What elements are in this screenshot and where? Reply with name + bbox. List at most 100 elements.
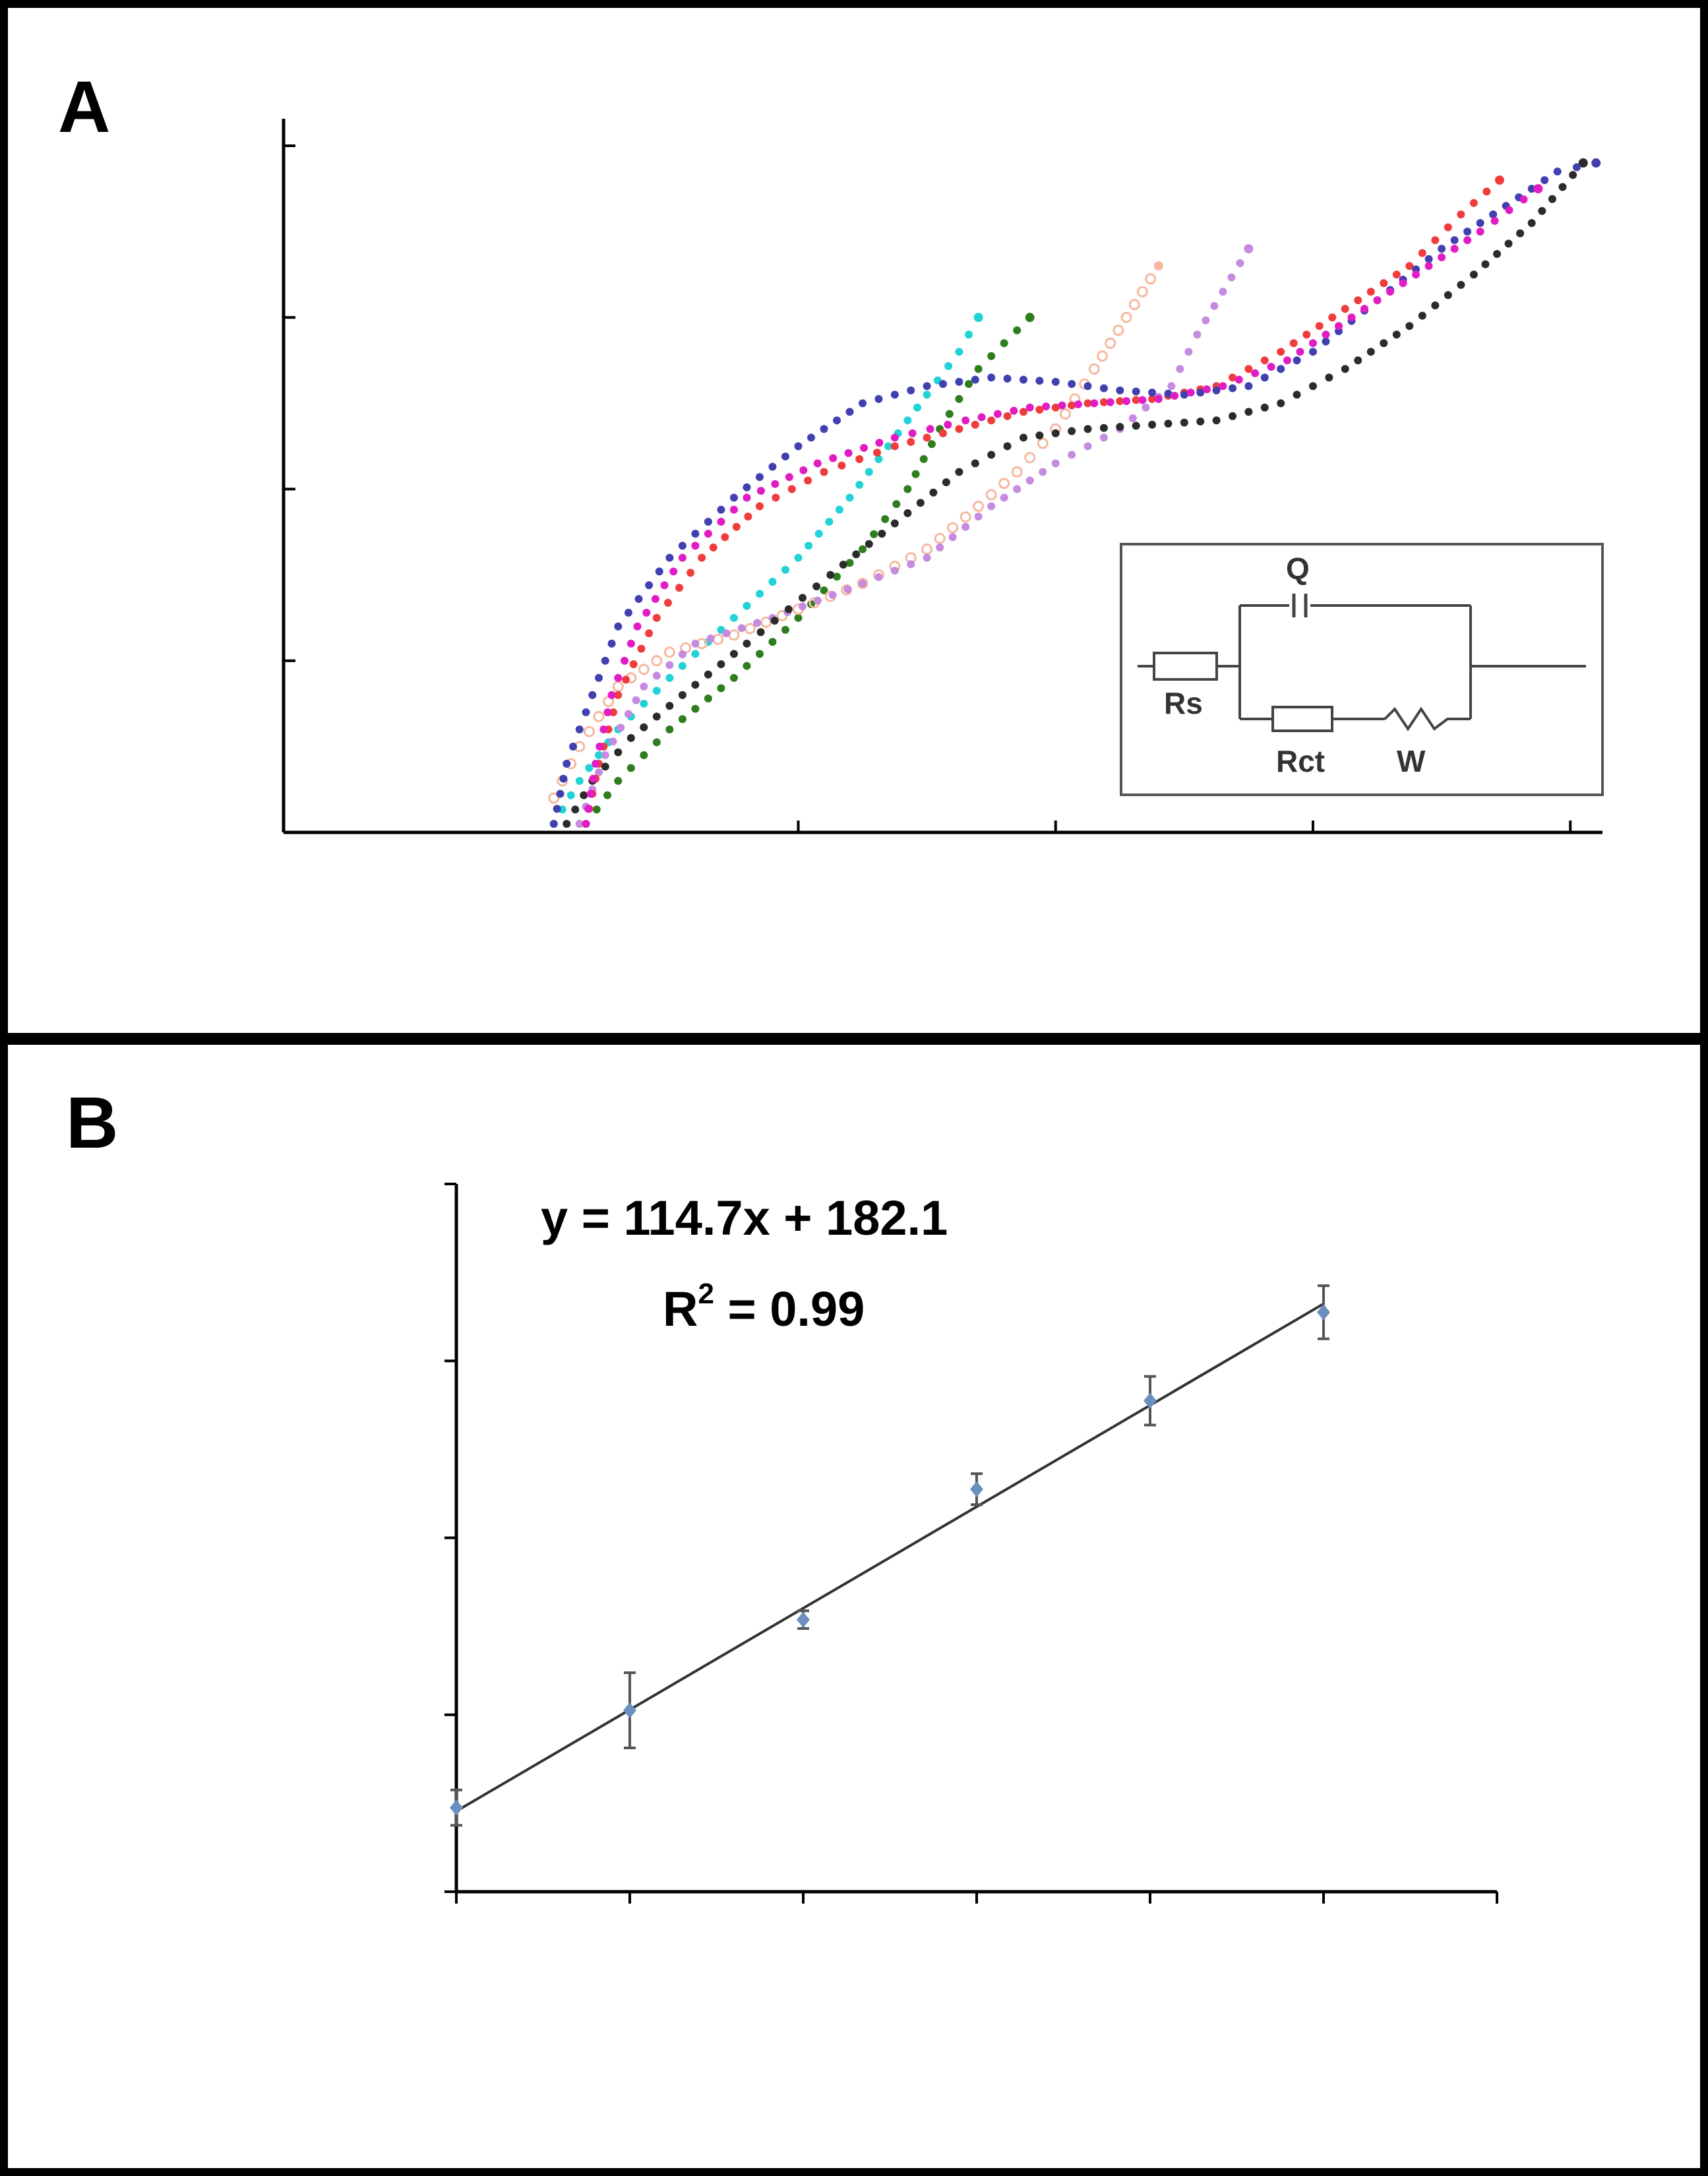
data-point: [820, 468, 828, 476]
data-point: [852, 550, 861, 559]
panel-a-series: [548, 158, 1601, 828]
data-point: [787, 485, 796, 493]
data-point: [1000, 339, 1008, 348]
data-point: [1457, 210, 1465, 219]
data-point: [1000, 493, 1008, 502]
data-point: [737, 624, 746, 633]
data-point: [911, 470, 920, 478]
data-point: [1347, 313, 1356, 322]
data-point: [652, 687, 661, 695]
data-point: [721, 533, 729, 542]
data-point: [1180, 390, 1188, 399]
data-point: [1293, 390, 1301, 399]
data-point: [1132, 387, 1140, 396]
data-point: [768, 578, 777, 586]
data-point: [1431, 236, 1440, 245]
data-point: [729, 673, 738, 682]
data-point: [1328, 313, 1337, 322]
data-point: [753, 619, 762, 627]
data-point: [756, 487, 765, 495]
data-point: [755, 502, 764, 511]
data-point: [1578, 158, 1588, 168]
data-point: [704, 517, 712, 526]
data-point: [743, 639, 751, 648]
data-point: [1325, 373, 1333, 382]
data-point: [1051, 403, 1060, 412]
data-point: [1386, 288, 1395, 296]
data-point: [1236, 259, 1244, 267]
data-point: [640, 751, 648, 759]
data-point: [1145, 273, 1157, 285]
data-point: [1277, 399, 1285, 408]
data-point: [1354, 296, 1362, 305]
data-point: [1469, 270, 1478, 279]
data-point: [1405, 262, 1414, 270]
data-point: [1167, 382, 1176, 390]
w-label: W: [1397, 744, 1426, 778]
data-point: [874, 573, 883, 581]
data-point: [961, 416, 970, 425]
data-point: [855, 454, 864, 463]
data-point: [1035, 377, 1044, 385]
data-point: [1219, 288, 1227, 296]
data-point: [1229, 412, 1237, 420]
data-point: [942, 478, 950, 487]
data-point: [1019, 408, 1027, 416]
data-point: [1482, 187, 1491, 196]
data-point: [678, 553, 686, 562]
data-point: [1235, 375, 1243, 384]
data-point: [939, 380, 947, 389]
data-point: [732, 522, 741, 531]
data-point: [794, 613, 803, 622]
data-point: [1196, 389, 1205, 397]
data-point: [1025, 313, 1035, 323]
data-point: [665, 673, 674, 682]
data-point: [678, 715, 686, 724]
data-point: [706, 634, 715, 642]
data-point: [651, 655, 663, 667]
data-point: [704, 670, 712, 679]
data-point: [595, 751, 603, 759]
data-point: [781, 452, 789, 461]
data-point: [637, 644, 646, 653]
data-point: [607, 639, 616, 648]
data-point: [1010, 406, 1018, 415]
series-b: [549, 313, 983, 828]
data-point: [1244, 408, 1253, 416]
data-point: [1504, 239, 1513, 248]
data-point: [652, 738, 661, 747]
data-point: [1277, 348, 1285, 356]
data-point: [923, 553, 931, 562]
data-point: [1136, 286, 1148, 297]
data-point: [722, 629, 731, 638]
panel-a-frame: [0, 0, 1708, 1041]
data-point: [907, 560, 915, 569]
data-point: [944, 362, 953, 371]
data-point: [1366, 288, 1375, 296]
r-squared-superscript: 2: [698, 1278, 714, 1310]
data-point: [1533, 184, 1543, 194]
data-point: [663, 646, 675, 658]
data-point: [592, 805, 601, 814]
data-point: [640, 682, 648, 691]
data-point: [717, 684, 725, 693]
data-point: [691, 542, 700, 550]
data-point: [1037, 437, 1049, 449]
data-point: [813, 596, 822, 605]
data-point: [665, 553, 674, 562]
data-point: [987, 451, 996, 459]
data-point: [755, 473, 764, 482]
data-point: [1144, 1392, 1157, 1409]
data-point: [640, 699, 648, 708]
data-point: [603, 708, 612, 716]
data-point: [1106, 398, 1114, 406]
data-point: [755, 650, 764, 658]
data-point: [1128, 414, 1137, 423]
data-point: [794, 442, 803, 451]
data-point: [1260, 403, 1269, 412]
data-point: [1212, 416, 1221, 425]
data-point: [1229, 373, 1237, 382]
data-point: [1308, 382, 1317, 390]
data-point: [1308, 339, 1317, 348]
